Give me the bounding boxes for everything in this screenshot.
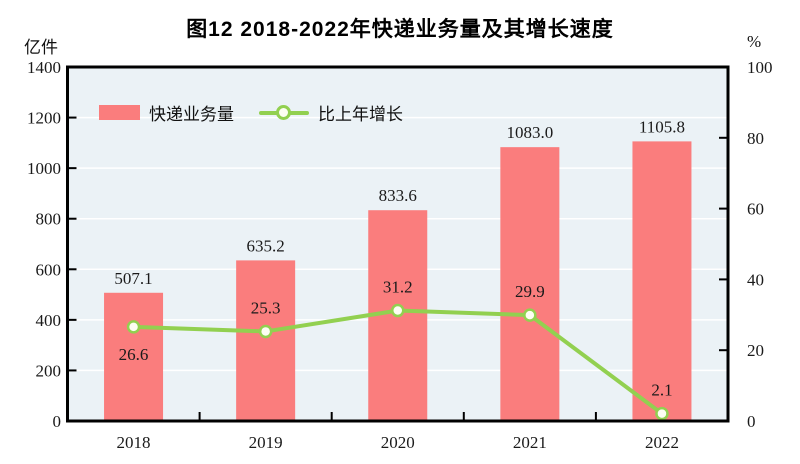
legend-line-marker-icon	[276, 105, 291, 120]
right-axis-tick-label: 100	[747, 58, 773, 77]
left-axis-tick-label: 200	[36, 361, 62, 380]
growth-marker-2019	[258, 324, 273, 339]
left-axis-tick-label: 400	[36, 311, 62, 330]
legend-bar-swatch-icon	[99, 105, 140, 120]
left-axis-tick-label: 600	[36, 260, 62, 279]
plot-frame	[66, 65, 730, 423]
bar-value-label-2019: 635.2	[247, 236, 285, 255]
growth-value-label-2018: 26.6	[119, 345, 149, 364]
legend-bar-label: 快递业务量	[149, 105, 234, 124]
left-axis-tick-label: 0	[53, 412, 62, 431]
bar-2019	[236, 260, 296, 421]
left-axis-tick-label: 800	[36, 210, 62, 229]
x-axis-label-2019: 2019	[249, 433, 283, 452]
growth-marker-2021	[523, 308, 537, 322]
growth-value-label-2019: 25.3	[251, 298, 281, 317]
growth-value-label-2020: 31.2	[383, 278, 413, 297]
growth-marker-2022	[655, 406, 669, 421]
bar-2022	[632, 141, 692, 421]
growth-marker-2020	[391, 303, 405, 318]
left-axis-tick-label: 1200	[27, 109, 61, 128]
right-axis-tick-label: 60	[747, 200, 764, 219]
bar-value-label-2018: 507.1	[114, 269, 152, 288]
x-axis-label-2018: 2018	[117, 433, 151, 452]
legend-line-swatch-icon	[259, 105, 309, 121]
right-axis-tick-label: 0	[747, 412, 756, 431]
legend: 快递业务量 比上年增长	[99, 100, 403, 125]
x-axis-label-2020: 2020	[381, 433, 415, 452]
right-axis-tick-label: 40	[747, 270, 764, 289]
growth-marker-2018	[126, 320, 141, 334]
growth-value-label-2022: 2.1	[651, 381, 672, 400]
x-axis-label-2022: 2022	[645, 433, 679, 452]
bar-value-label-2021: 1083.0	[506, 123, 553, 142]
bar-value-label-2020: 833.6	[379, 186, 417, 205]
chart-title: 图12 2018-2022年快递业务量及其增长速度	[186, 18, 614, 41]
bar-2018	[104, 292, 164, 421]
left-axis-unit-label: 亿件	[24, 38, 58, 57]
bar-2021	[500, 147, 560, 422]
right-axis-unit-label: %	[747, 32, 762, 51]
left-axis-tick-label: 1000	[27, 159, 61, 178]
right-axis-tick-label: 20	[747, 341, 764, 360]
left-axis-tick-label: 1400	[27, 58, 61, 77]
right-axis-tick-label: 80	[747, 129, 764, 148]
growth-value-label-2021: 29.9	[515, 282, 545, 301]
bar-value-label-2022: 1105.8	[639, 117, 685, 136]
x-axis-label-2021: 2021	[513, 433, 547, 452]
legend-line-label: 比上年增长	[318, 105, 403, 124]
